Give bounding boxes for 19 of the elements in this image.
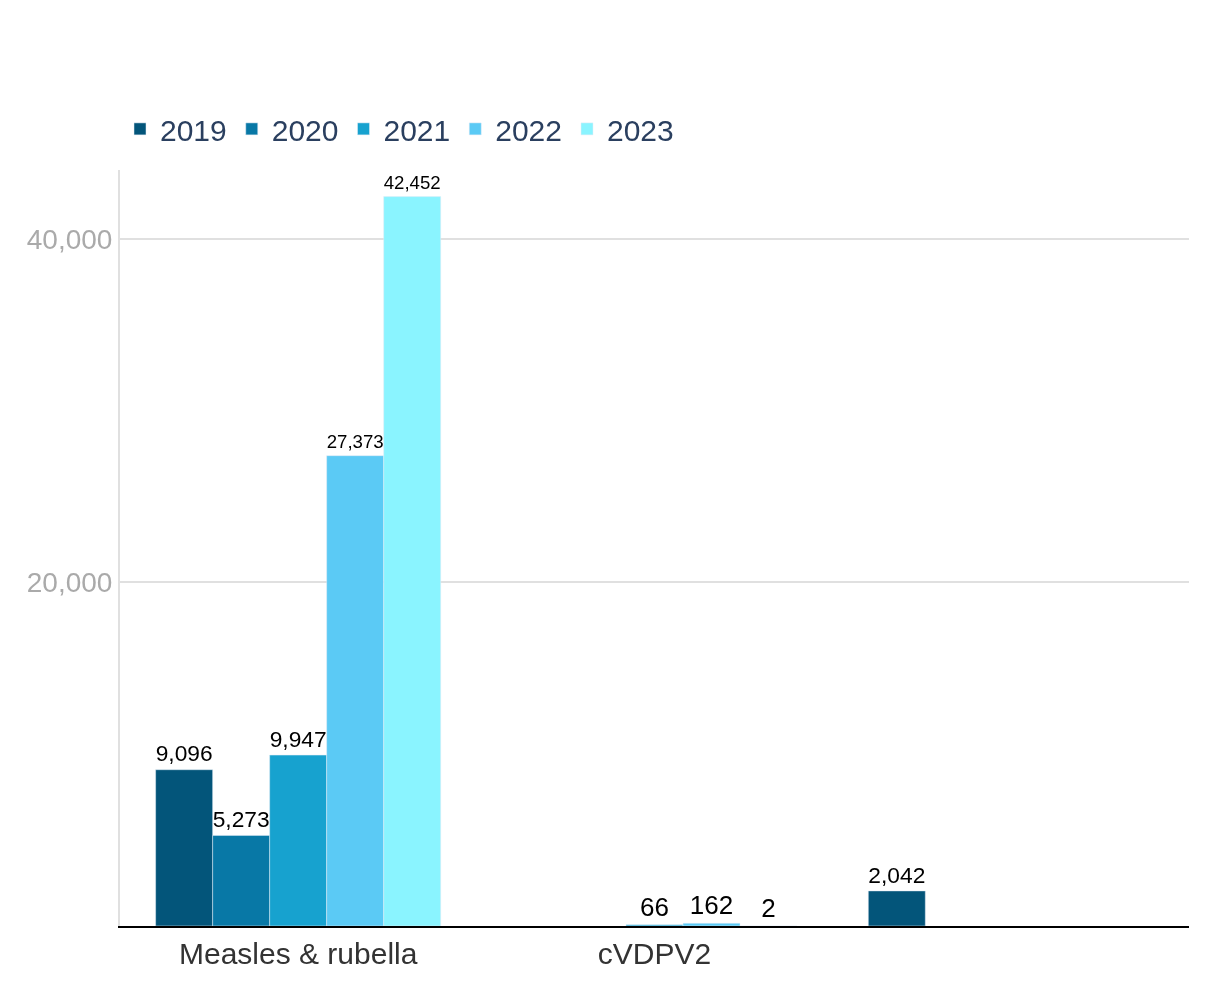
data-label: 66 <box>640 891 669 922</box>
legend-label: 2021 <box>383 113 451 147</box>
data-label: 9,947 <box>269 725 327 752</box>
y-tick-label: 40,000 <box>26 223 113 255</box>
y-tick-label: 20,000 <box>26 567 113 599</box>
data-label: 5,273 <box>212 806 270 833</box>
data-label: 2 <box>761 892 776 923</box>
x-tick-label: cVDPV2 <box>597 937 712 970</box>
x-tick-label: Measles & rubella <box>178 937 418 970</box>
legend-label: 2019 <box>160 113 227 147</box>
data-label: 2,042 <box>868 861 926 888</box>
data-label: 9,096 <box>155 740 213 767</box>
data-label: 42,452 <box>383 172 441 194</box>
data-label: 162 <box>689 890 734 921</box>
legend-label: 2022 <box>495 113 562 147</box>
legend-label: 2020 <box>271 113 339 147</box>
legend-label: 2023 <box>607 113 674 147</box>
data-label: 27,373 <box>326 431 384 453</box>
bar <box>868 890 926 926</box>
